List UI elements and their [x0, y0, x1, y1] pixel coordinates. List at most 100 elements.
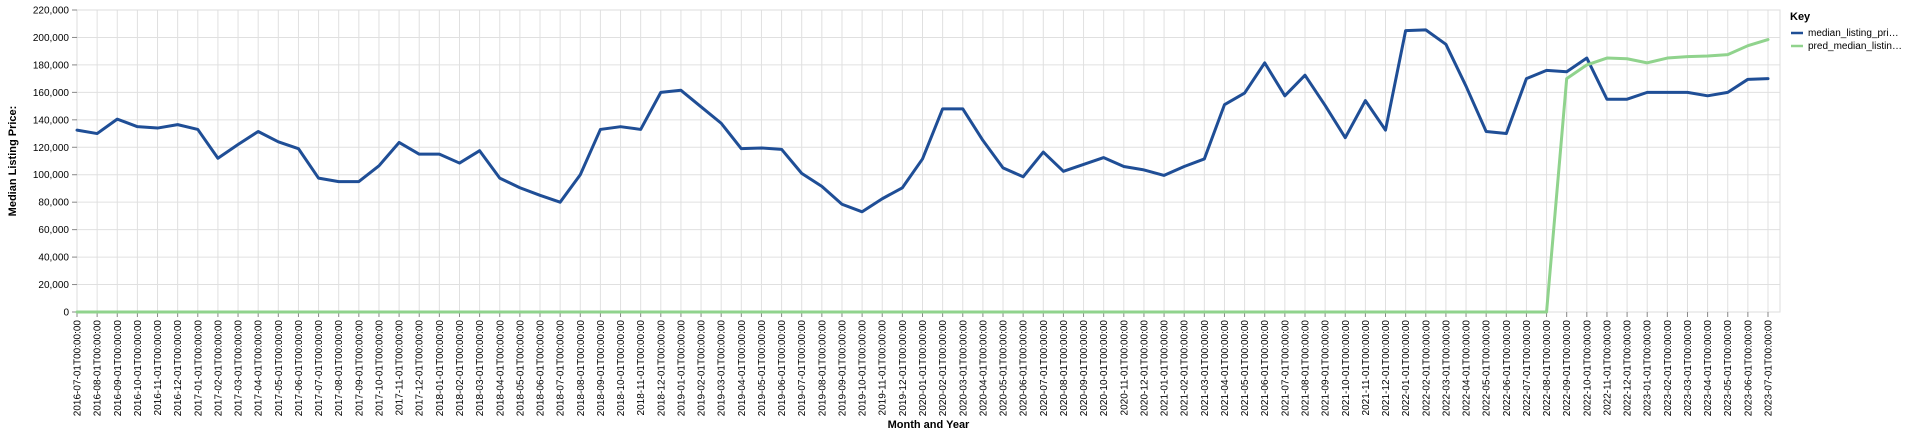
legend: Key median_listing_pri… pred_median_listi… — [1790, 11, 1902, 52]
x-tick-label: 2017-09-01T00:00:00 — [354, 320, 365, 417]
x-tick-label: 2017-05-01T00:00:00 — [274, 320, 285, 417]
x-tick-label: 2016-12-01T00:00:00 — [173, 320, 184, 417]
x-tick-label: 2021-06-01T00:00:00 — [1260, 320, 1271, 417]
x-tick-label: 2023-06-01T00:00:00 — [1743, 320, 1754, 417]
y-tick-label: 220,000 — [33, 6, 70, 17]
x-tick-label: 2018-07-01T00:00:00 — [556, 320, 567, 417]
x-tick-label: 2017-06-01T00:00:00 — [294, 320, 305, 417]
x-tick-label: 2020-02-01T00:00:00 — [938, 320, 949, 417]
y-tick-label: 120,000 — [33, 143, 70, 154]
x-tick-label: 2021-10-01T00:00:00 — [1341, 320, 1352, 417]
x-tick-label: 2021-04-01T00:00:00 — [1220, 320, 1231, 417]
x-tick-label: 2016-11-01T00:00:00 — [153, 320, 164, 416]
x-tick-label: 2023-05-01T00:00:00 — [1723, 320, 1734, 417]
x-tick-label: 2021-11-01T00:00:00 — [1361, 320, 1372, 416]
x-axis: 2016-07-01T00:00:00 2016-08-01T00:00:00 20… — [73, 312, 1775, 416]
x-tick-label: 2023-07-01T00:00:00 — [1764, 320, 1775, 417]
x-tick-label: 2021-12-01T00:00:00 — [1381, 320, 1392, 417]
x-tick-label: 2017-10-01T00:00:00 — [374, 320, 385, 417]
gridlines — [76, 9, 1780, 313]
x-tick-label: 2022-10-01T00:00:00 — [1582, 320, 1593, 417]
legend-label: median_listing_pri… — [1808, 28, 1899, 39]
x-tick-label: 2016-10-01T00:00:00 — [133, 320, 144, 417]
x-tick-label: 2019-03-01T00:00:00 — [717, 320, 728, 417]
x-tick-label: 2021-01-01T00:00:00 — [1160, 320, 1171, 417]
x-tick-label: 2020-08-01T00:00:00 — [1059, 320, 1070, 417]
x-tick-label: 2019-08-01T00:00:00 — [817, 320, 828, 417]
x-tick-label: 2017-07-01T00:00:00 — [314, 320, 325, 417]
x-tick-label: 2018-08-01T00:00:00 — [576, 320, 587, 417]
x-tick-label: 2022-08-01T00:00:00 — [1542, 320, 1553, 417]
x-tick-label: 2019-10-01T00:00:00 — [858, 320, 869, 417]
plot-frame — [76, 9, 1781, 313]
x-tick-label: 2022-04-01T00:00:00 — [1462, 320, 1473, 417]
x-tick-label: 2018-12-01T00:00:00 — [656, 320, 667, 417]
x-tick-label: 2018-09-01T00:00:00 — [596, 320, 607, 417]
x-tick-label: 2021-05-01T00:00:00 — [1240, 320, 1251, 417]
x-tick-label: 2020-05-01T00:00:00 — [999, 320, 1010, 417]
x-tick-label: 2019-09-01T00:00:00 — [837, 320, 848, 417]
x-tick-label: 2020-07-01T00:00:00 — [1039, 320, 1050, 417]
x-tick-label: 2020-09-01T00:00:00 — [1079, 320, 1090, 417]
x-tick-label: 2018-02-01T00:00:00 — [455, 320, 466, 417]
x-tick-label: 2018-05-01T00:00:00 — [515, 320, 526, 417]
x-tick-label: 2020-03-01T00:00:00 — [958, 320, 969, 417]
x-tick-label: 2021-09-01T00:00:00 — [1321, 320, 1332, 417]
x-tick-label: 2023-02-01T00:00:00 — [1663, 320, 1674, 417]
series-layer — [75, 28, 1770, 314]
x-tick-label: 2022-01-01T00:00:00 — [1401, 320, 1412, 417]
x-tick-label: 2018-06-01T00:00:00 — [536, 320, 547, 417]
x-tick-label: 2022-06-01T00:00:00 — [1502, 320, 1513, 417]
x-tick-label: 2022-02-01T00:00:00 — [1421, 320, 1432, 417]
x-tick-label: 2020-12-01T00:00:00 — [1139, 320, 1150, 417]
x-tick-label: 2023-01-01T00:00:00 — [1643, 320, 1654, 417]
y-tick-label: 20,000 — [38, 280, 69, 291]
y-axis: 0 20,000 40,000 60,000 80,000 100,000 120,000 1… — [33, 6, 77, 319]
x-tick-label: 2016-08-01T00:00:00 — [93, 320, 104, 417]
x-tick-label: 2017-03-01T00:00:00 — [234, 320, 245, 417]
x-tick-label: 2020-01-01T00:00:00 — [918, 320, 929, 417]
x-tick-label: 2021-08-01T00:00:00 — [1300, 320, 1311, 417]
x-tick-label: 2023-03-01T00:00:00 — [1683, 320, 1694, 417]
x-tick-label: 2020-11-01T00:00:00 — [1119, 320, 1130, 416]
x-tick-label: 2020-06-01T00:00:00 — [1019, 320, 1030, 417]
x-tick-label: 2021-02-01T00:00:00 — [1180, 320, 1191, 417]
x-tick-label: 2018-10-01T00:00:00 — [616, 320, 627, 417]
x-tick-label: 2022-03-01T00:00:00 — [1441, 320, 1452, 417]
x-tick-label: 2017-12-01T00:00:00 — [415, 320, 426, 417]
x-tick-label: 2022-11-01T00:00:00 — [1602, 320, 1613, 416]
x-tick-label: 2020-04-01T00:00:00 — [978, 320, 989, 417]
y-tick-label: 100,000 — [33, 170, 70, 181]
x-tick-label: 2019-11-01T00:00:00 — [878, 320, 889, 416]
y-tick-label: 180,000 — [33, 60, 70, 71]
x-tick-label: 2016-09-01T00:00:00 — [113, 320, 124, 417]
series-line-2 — [75, 38, 1770, 314]
x-tick-label: 2017-01-01T00:00:00 — [193, 320, 204, 417]
x-tick-label: 2022-09-01T00:00:00 — [1562, 320, 1573, 417]
x-tick-label: 2019-02-01T00:00:00 — [697, 320, 708, 417]
x-axis-title: Month and Year — [888, 419, 970, 431]
series-line-1 — [75, 28, 1770, 214]
y-tick-label: 80,000 — [38, 198, 69, 209]
x-tick-label: 2019-07-01T00:00:00 — [797, 320, 808, 417]
y-tick-label: 140,000 — [33, 115, 70, 126]
x-tick-label: 2017-08-01T00:00:00 — [334, 320, 345, 417]
x-tick-label: 2018-04-01T00:00:00 — [495, 320, 506, 417]
x-tick-label: 2022-07-01T00:00:00 — [1522, 320, 1533, 417]
y-tick-label: 60,000 — [38, 225, 69, 236]
x-tick-label: 2019-01-01T00:00:00 — [676, 320, 687, 417]
x-tick-label: 2019-05-01T00:00:00 — [757, 320, 768, 417]
x-tick-label: 2018-11-01T00:00:00 — [636, 320, 647, 416]
x-tick-label: 2017-11-01T00:00:00 — [395, 320, 406, 416]
x-tick-label: 2020-10-01T00:00:00 — [1099, 320, 1110, 417]
x-tick-label: 2017-04-01T00:00:00 — [254, 320, 265, 417]
x-tick-label: 2021-07-01T00:00:00 — [1280, 320, 1291, 417]
y-tick-label: 0 — [63, 308, 69, 319]
y-axis-title: Median Listing Price: — [7, 106, 19, 217]
legend-title: Key — [1790, 11, 1811, 23]
x-tick-label: 2023-04-01T00:00:00 — [1703, 320, 1714, 417]
x-tick-label: 2022-12-01T00:00:00 — [1623, 320, 1634, 417]
x-tick-label: 2016-07-01T00:00:00 — [73, 320, 84, 417]
